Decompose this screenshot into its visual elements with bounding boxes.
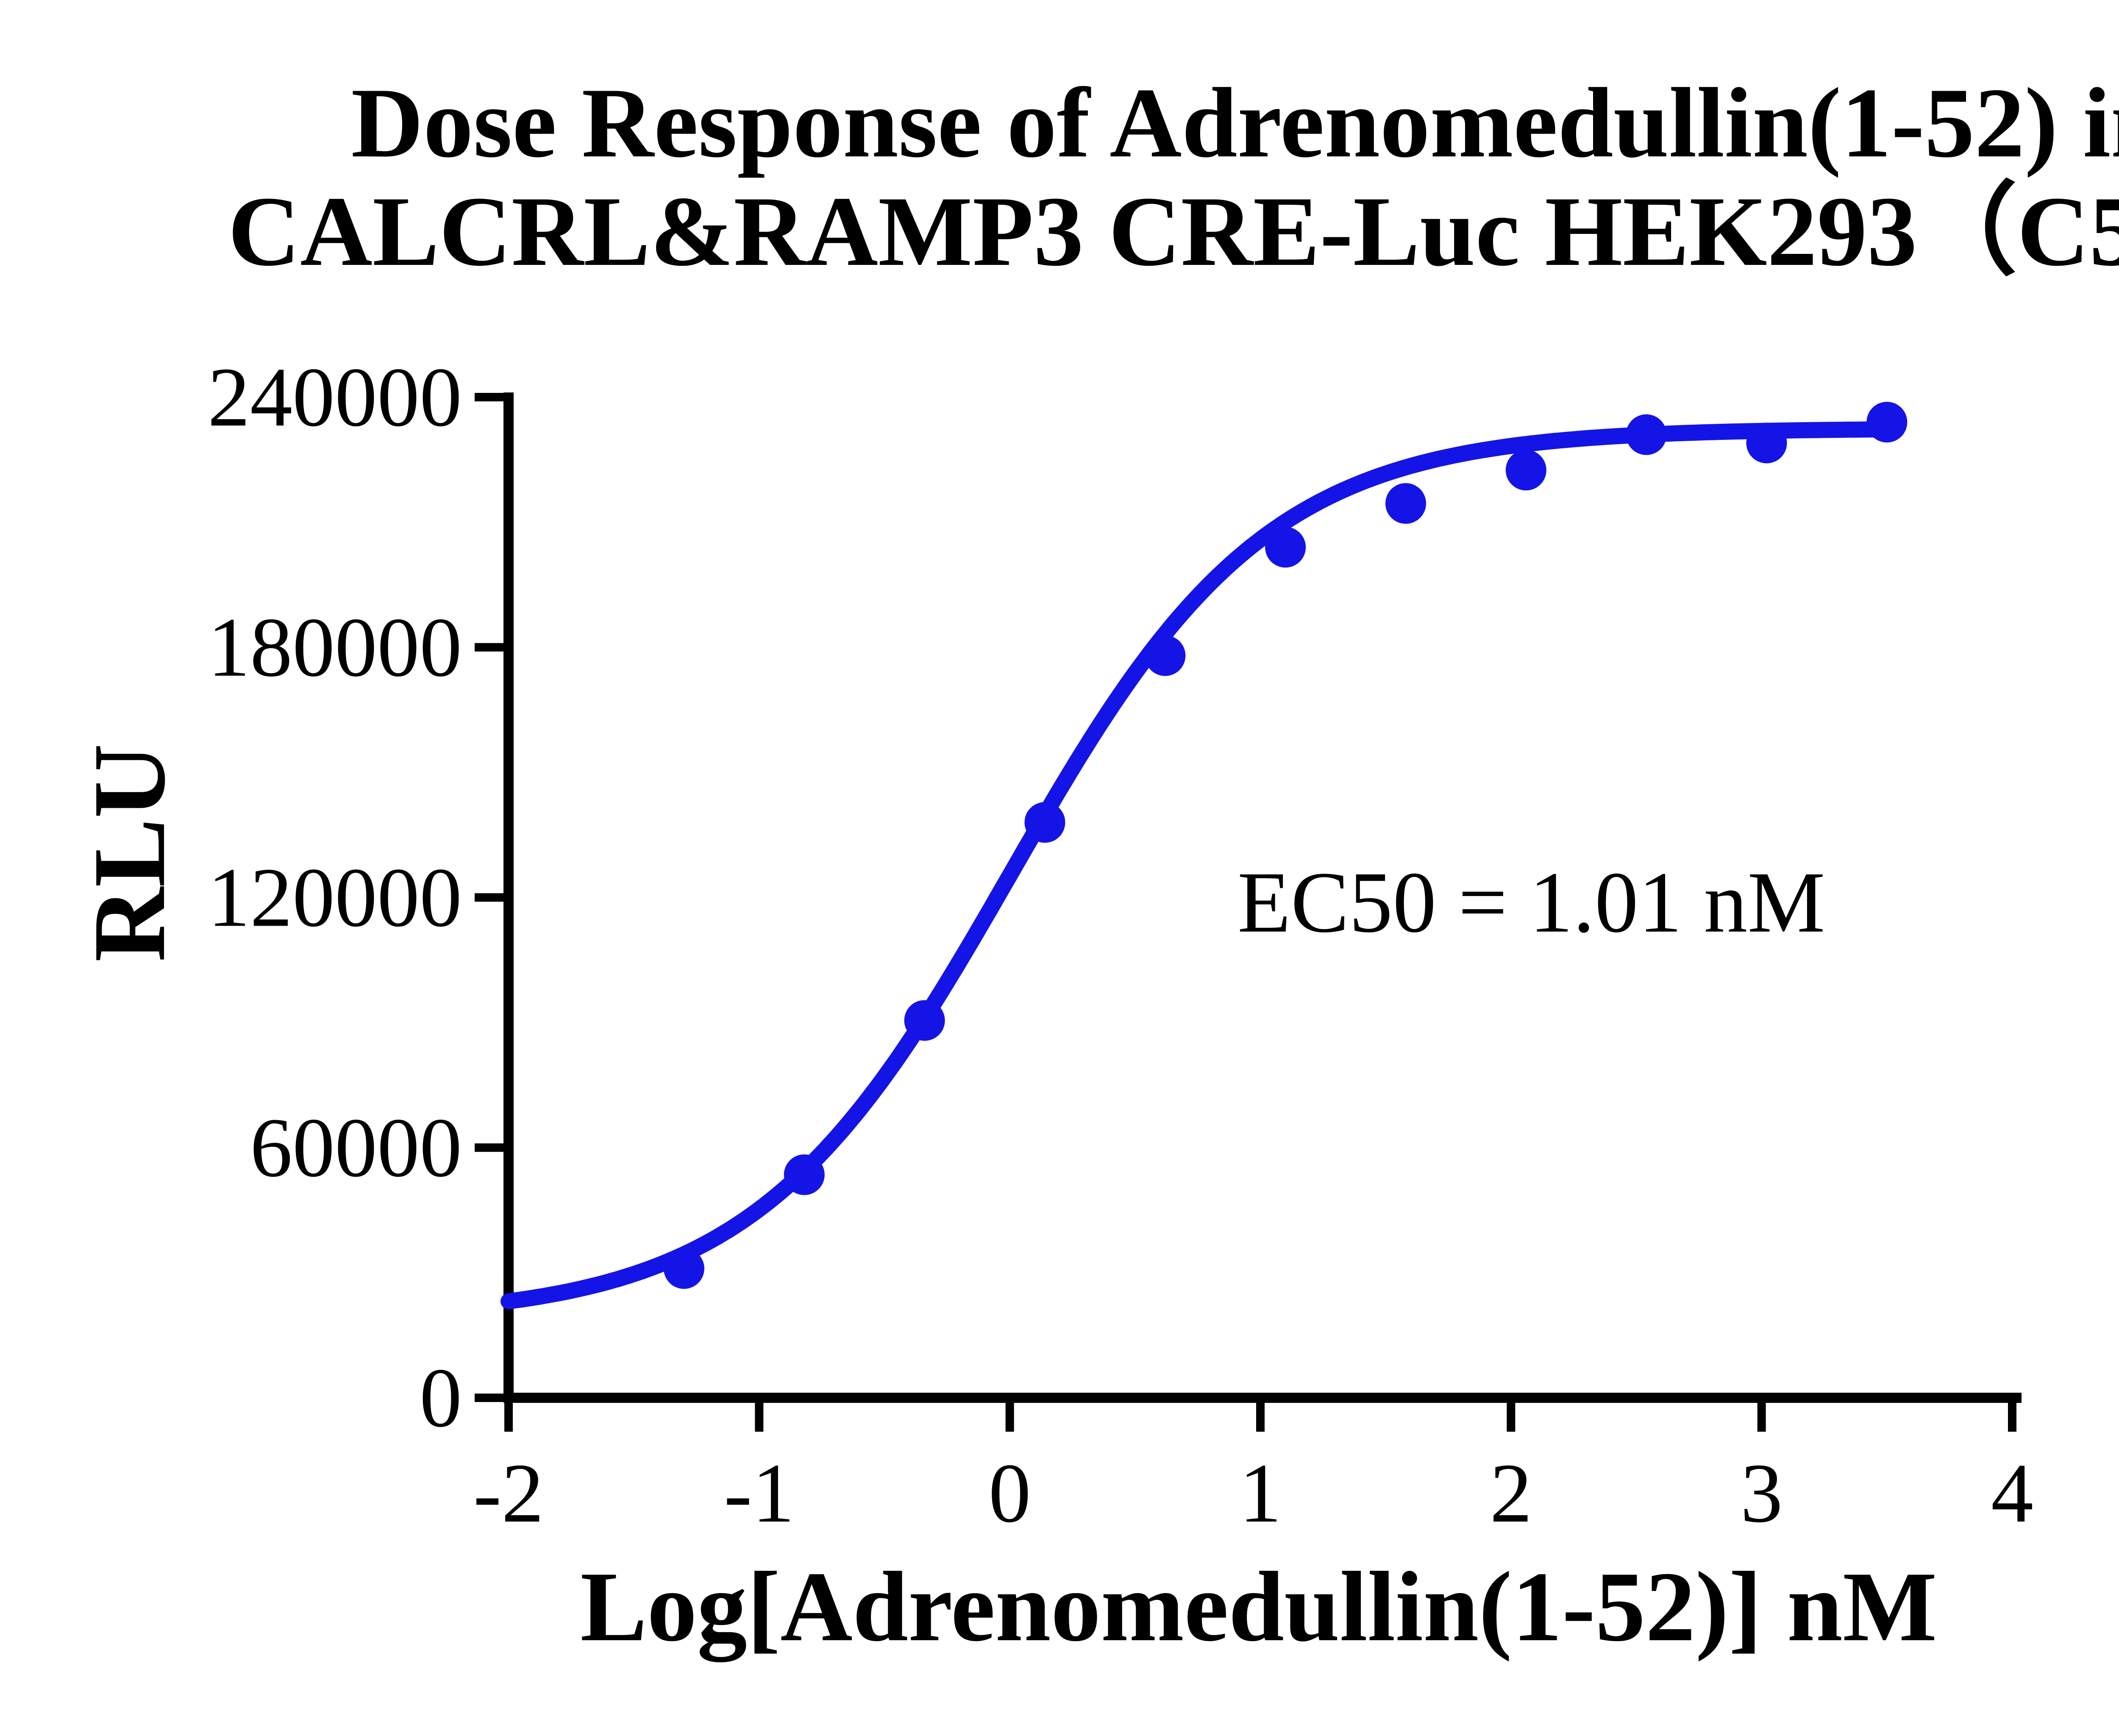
data-point — [904, 1000, 945, 1041]
data-point — [663, 1248, 704, 1289]
y-tick-label: 180000 — [208, 601, 462, 694]
x-tick-label: 1 — [1239, 1447, 1282, 1540]
x-tick-label: 0 — [989, 1447, 1031, 1540]
y-tick-label: 120000 — [208, 851, 462, 945]
data-point — [1866, 402, 1908, 443]
ec50-annotation: EC50 = 1.01 nM — [1237, 854, 1825, 951]
data-point — [1024, 802, 1065, 843]
chart-title-line-2: CALCRL&RAMP3 CRE-Luc HEK293（C56） — [228, 176, 2119, 287]
data-point — [1385, 483, 1426, 524]
x-tick-label: 2 — [1490, 1447, 1532, 1540]
data-point — [784, 1154, 825, 1195]
chart-title-line-1: Dose Response of Adrenomedullin(1-52) in — [351, 68, 2119, 178]
x-axis-title: Log[Adrenomedullin(1-52)] nM — [580, 1552, 1937, 1662]
x-tick-label: -1 — [724, 1447, 795, 1540]
y-tick-label: 240000 — [208, 351, 462, 444]
data-point — [1626, 414, 1667, 455]
y-tick-label: 0 — [420, 1351, 462, 1445]
data-point — [1505, 450, 1546, 491]
x-tick-label: -2 — [473, 1447, 544, 1540]
x-tick-label: 3 — [1741, 1447, 1783, 1540]
chart-title: Dose Response of Adrenomedullin(1-52) in… — [199, 69, 2119, 286]
data-point — [1265, 527, 1306, 568]
y-tick-label: 60000 — [250, 1101, 462, 1195]
data-point — [1145, 635, 1186, 676]
x-tick-label: 4 — [1991, 1447, 2033, 1540]
data-point — [1746, 423, 1787, 464]
